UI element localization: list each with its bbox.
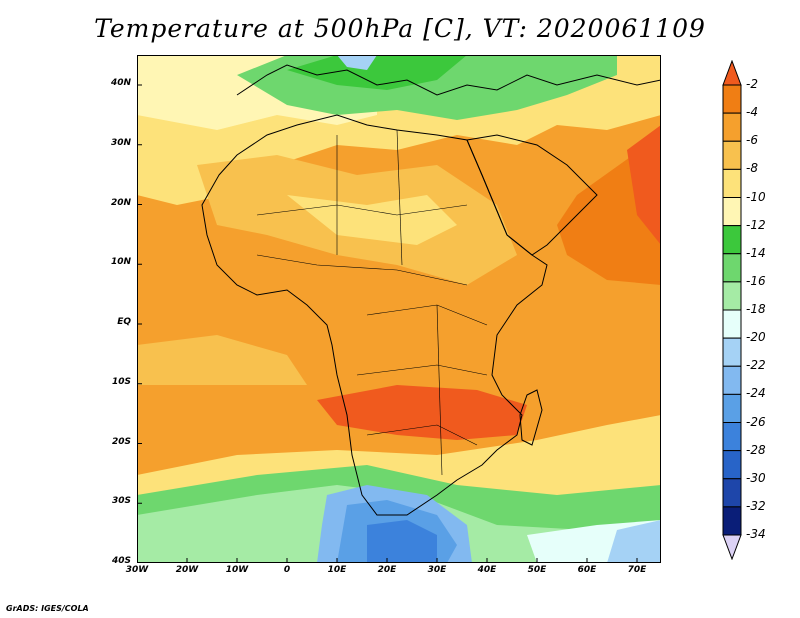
field-sahara-pale <box>287 195 457 245</box>
lat-label: 40S <box>111 556 131 566</box>
lat-label: 30S <box>111 496 131 507</box>
colorbar-label: -26 <box>746 414 766 429</box>
lon-label: 10W <box>225 565 249 575</box>
field-sw-tan <box>137 335 307 385</box>
colorbar-swatch <box>722 506 742 536</box>
lon-label: 20W <box>175 565 199 575</box>
lat-label: 20N <box>110 197 131 208</box>
colorbar-swatch <box>722 309 742 339</box>
colorbar-swatch <box>722 422 742 452</box>
colorbar-swatch <box>722 478 742 508</box>
colorbar-label: -16 <box>746 273 766 288</box>
colorbar-swatch <box>722 84 742 114</box>
lon-label: 10E <box>327 565 347 575</box>
lon-label: 70E <box>627 565 647 575</box>
lon-label: 0 <box>283 565 291 575</box>
colorbar-swatch <box>722 365 742 395</box>
lon-label: 30W <box>125 565 149 575</box>
colorbar-swatch <box>722 112 742 142</box>
africa-coastline <box>201 114 548 516</box>
colorbar-swatch <box>722 450 742 480</box>
field-south-lightblue <box>607 520 661 563</box>
lat-label: 40N <box>110 78 131 88</box>
colorbar-label: -28 <box>746 442 766 457</box>
colorbar-swatch <box>722 225 742 255</box>
map-plot <box>137 55 661 563</box>
colorbar-label: -34 <box>746 527 766 541</box>
lat-label: 30N <box>110 137 131 148</box>
colorbar-label: -2 <box>746 77 758 91</box>
colorbar-label: -4 <box>746 105 758 120</box>
colorbar-bottom-arrow <box>722 534 742 560</box>
colorbar-swatch <box>722 197 742 227</box>
madagascar-coastline <box>519 389 543 446</box>
lat-label: 10S <box>111 376 131 387</box>
field-india-hot <box>627 125 661 245</box>
colorbar-label: -10 <box>746 189 766 204</box>
lat-label: 10N <box>110 257 131 268</box>
lat-label: EQ <box>117 317 131 327</box>
map-frame <box>137 55 661 563</box>
field-cape-darkblue <box>367 520 437 563</box>
europe-coastline <box>236 64 661 96</box>
colorbar-label: -30 <box>746 470 766 485</box>
lon-label: 40E <box>477 565 497 575</box>
country-borders <box>256 129 488 476</box>
colorbar-swatch <box>722 168 742 198</box>
colorbar-label: -18 <box>746 302 766 316</box>
colorbar <box>722 60 742 560</box>
grads-credit: GrADS: IGES/COLA <box>6 604 89 613</box>
arabia-coastline <box>466 134 598 256</box>
colorbar-swatch <box>722 337 742 367</box>
colorbar-label: -24 <box>746 386 766 401</box>
field-med-darkgreen <box>287 55 467 90</box>
lat-label: 20S <box>111 436 131 447</box>
map-title: Temperature at 500hPa [C], VT: 202006110… <box>94 14 706 43</box>
colorbar-label: -20 <box>746 330 766 345</box>
lon-label: 50E <box>527 565 547 575</box>
axis-ticks <box>137 84 638 563</box>
colorbar-label: -14 <box>746 245 766 260</box>
lon-label: 60E <box>577 565 597 575</box>
colorbar-label: -12 <box>746 217 766 232</box>
colorbar-label: -6 <box>746 133 758 148</box>
lon-label: 20E <box>377 565 397 575</box>
colorbar-swatch <box>722 281 742 311</box>
colorbar-label: -22 <box>746 358 766 373</box>
colorbar-top-arrow <box>722 60 742 86</box>
temperature-map <box>137 55 661 563</box>
colorbar-label: -8 <box>746 161 758 176</box>
field-south-hot <box>317 385 527 440</box>
colorbar-swatch <box>722 140 742 170</box>
colorbar-swatch <box>722 253 742 283</box>
field-med-blue <box>337 55 377 70</box>
colorbar-label: -32 <box>746 498 766 513</box>
lon-label: 30E <box>427 565 447 575</box>
colorbar-swatch <box>722 393 742 423</box>
